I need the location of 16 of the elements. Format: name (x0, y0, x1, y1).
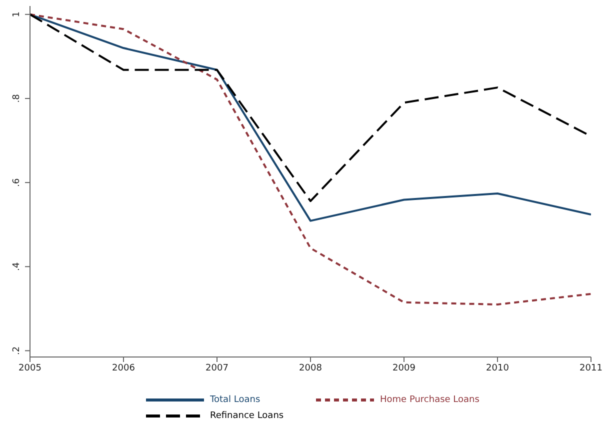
x-tick-label: 2007 (206, 363, 228, 374)
y-tick-label: 1 (12, 12, 22, 18)
x-tick-label: 2009 (392, 363, 416, 374)
text: Refinance Loans (210, 411, 284, 421)
y-tick-label: .4 (12, 262, 22, 271)
text: Home Purchase Loans (380, 395, 480, 405)
x-tick-label: 2006 (112, 363, 136, 374)
x-tick-label: 2005 (18, 363, 42, 374)
y-tick-label: .6 (12, 178, 22, 187)
text: Total Loans (210, 395, 260, 405)
line-series (30, 13, 591, 306)
x-tick-label: 2010 (486, 363, 510, 374)
y-tick-label: .2 (12, 346, 22, 355)
y-tick-label: .8 (12, 94, 22, 103)
x-tick-label: 2008 (299, 363, 322, 374)
x-tick-label: 2011 (580, 363, 602, 374)
